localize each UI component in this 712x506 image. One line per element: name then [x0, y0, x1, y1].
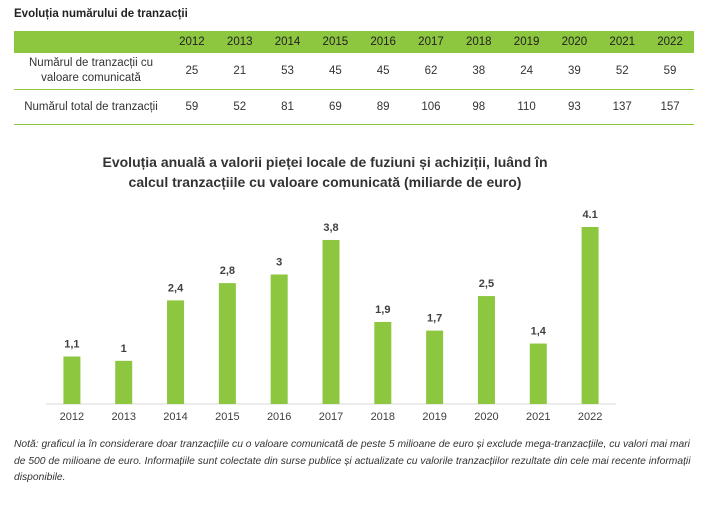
data-label-2016: 3 [276, 256, 282, 268]
table-header-year: 2017 [407, 31, 455, 53]
bar-2020 [477, 296, 495, 404]
table-header-year: 2019 [502, 31, 551, 53]
x-tick-label-2017: 2017 [319, 411, 343, 423]
data-label-2020: 2,5 [479, 278, 494, 290]
bar-2019 [426, 330, 444, 404]
table-header-year: 2016 [359, 31, 408, 53]
table-cell: 45 [311, 53, 360, 90]
table-header-year: 2012 [168, 31, 216, 53]
table-header-year: 2020 [550, 31, 599, 53]
data-label-2012: 1,1 [64, 339, 79, 351]
transactions-table: 2012 2013 2014 2015 2016 2017 2018 2019 … [14, 31, 694, 125]
bar-2018 [374, 321, 392, 404]
x-tick-label-2018: 2018 [371, 411, 395, 423]
table-header-year: 2022 [646, 31, 694, 53]
footnote: Notă: graficul ia în considerare doar tr… [14, 439, 691, 483]
x-tick-label-2015: 2015 [215, 411, 239, 423]
table-cell: 62 [407, 53, 455, 90]
bar-2015 [218, 283, 236, 404]
table-cell: 39 [550, 53, 599, 90]
table-cell: 93 [550, 89, 599, 125]
data-label-2021: 1,4 [531, 326, 547, 338]
table-cell: 157 [646, 89, 694, 125]
data-label-2022: 4.1 [582, 209, 597, 221]
x-tick-label-2020: 2020 [474, 411, 498, 423]
table-cell: 52 [215, 89, 264, 125]
table-cell: 89 [359, 89, 408, 125]
x-tick-label-2021: 2021 [526, 411, 550, 423]
table-cell: 24 [502, 53, 551, 90]
bar-2021 [529, 343, 547, 404]
x-tick-label-2014: 2014 [163, 411, 187, 423]
table-cell: 59 [168, 89, 216, 125]
table-cell: 137 [598, 89, 647, 125]
table-header-year: 2014 [263, 31, 312, 53]
bar-2013 [115, 360, 133, 404]
table-cell: 106 [407, 89, 455, 125]
chart-title: Evoluția anuală a valorii pieței locale … [102, 154, 548, 190]
data-label-2019: 1,7 [427, 313, 442, 325]
table-header-year: 2013 [215, 31, 264, 53]
table-cell: 53 [263, 53, 312, 90]
data-label-2013: 1 [121, 343, 127, 355]
table-header-row: 2012 2013 2014 2015 2016 2017 2018 2019 … [14, 31, 694, 53]
table-header-year: 2021 [598, 31, 647, 53]
data-label-2015: 2,8 [220, 265, 235, 277]
table-cell: 45 [359, 53, 408, 90]
data-label-2018: 1,9 [375, 304, 390, 316]
table-cell: 38 [454, 53, 503, 90]
table-header-year: 2018 [454, 31, 503, 53]
bar-2022 [581, 227, 599, 404]
x-tick-label-2019: 2019 [422, 411, 446, 423]
x-tick-label-2022: 2022 [578, 411, 602, 423]
table-header-year: 2015 [311, 31, 360, 53]
x-tick-label-2012: 2012 [60, 411, 84, 423]
table-cell: 21 [215, 53, 264, 90]
table-row: Numărul de tranzacții cu valoare comunic… [14, 53, 694, 90]
x-tick-label-2016: 2016 [267, 411, 291, 423]
table-cell: 52 [598, 53, 647, 90]
bar-2016 [270, 274, 288, 404]
table-header-corner [14, 31, 168, 53]
table-cell: 98 [454, 89, 503, 125]
x-tick-label-2013: 2013 [111, 411, 135, 423]
bar-2014 [167, 300, 185, 404]
row-label: Numărul de tranzacții cu valoare comunic… [14, 53, 168, 90]
bar-2017 [322, 239, 340, 404]
data-label-2017: 3,8 [323, 222, 338, 234]
bar-2012 [63, 356, 81, 404]
table-cell: 69 [311, 89, 360, 125]
table-cell: 81 [263, 89, 312, 125]
table-cell: 25 [168, 53, 216, 90]
table-cell: 59 [646, 53, 694, 90]
table-cell: 110 [502, 89, 551, 125]
table-title: Evoluția numărului de tranzacții [14, 8, 188, 20]
table-row: Numărul total de tranzacții 59 52 81 69 … [14, 89, 694, 125]
data-label-2014: 2,4 [168, 282, 184, 294]
row-label: Numărul total de tranzacții [14, 89, 168, 125]
